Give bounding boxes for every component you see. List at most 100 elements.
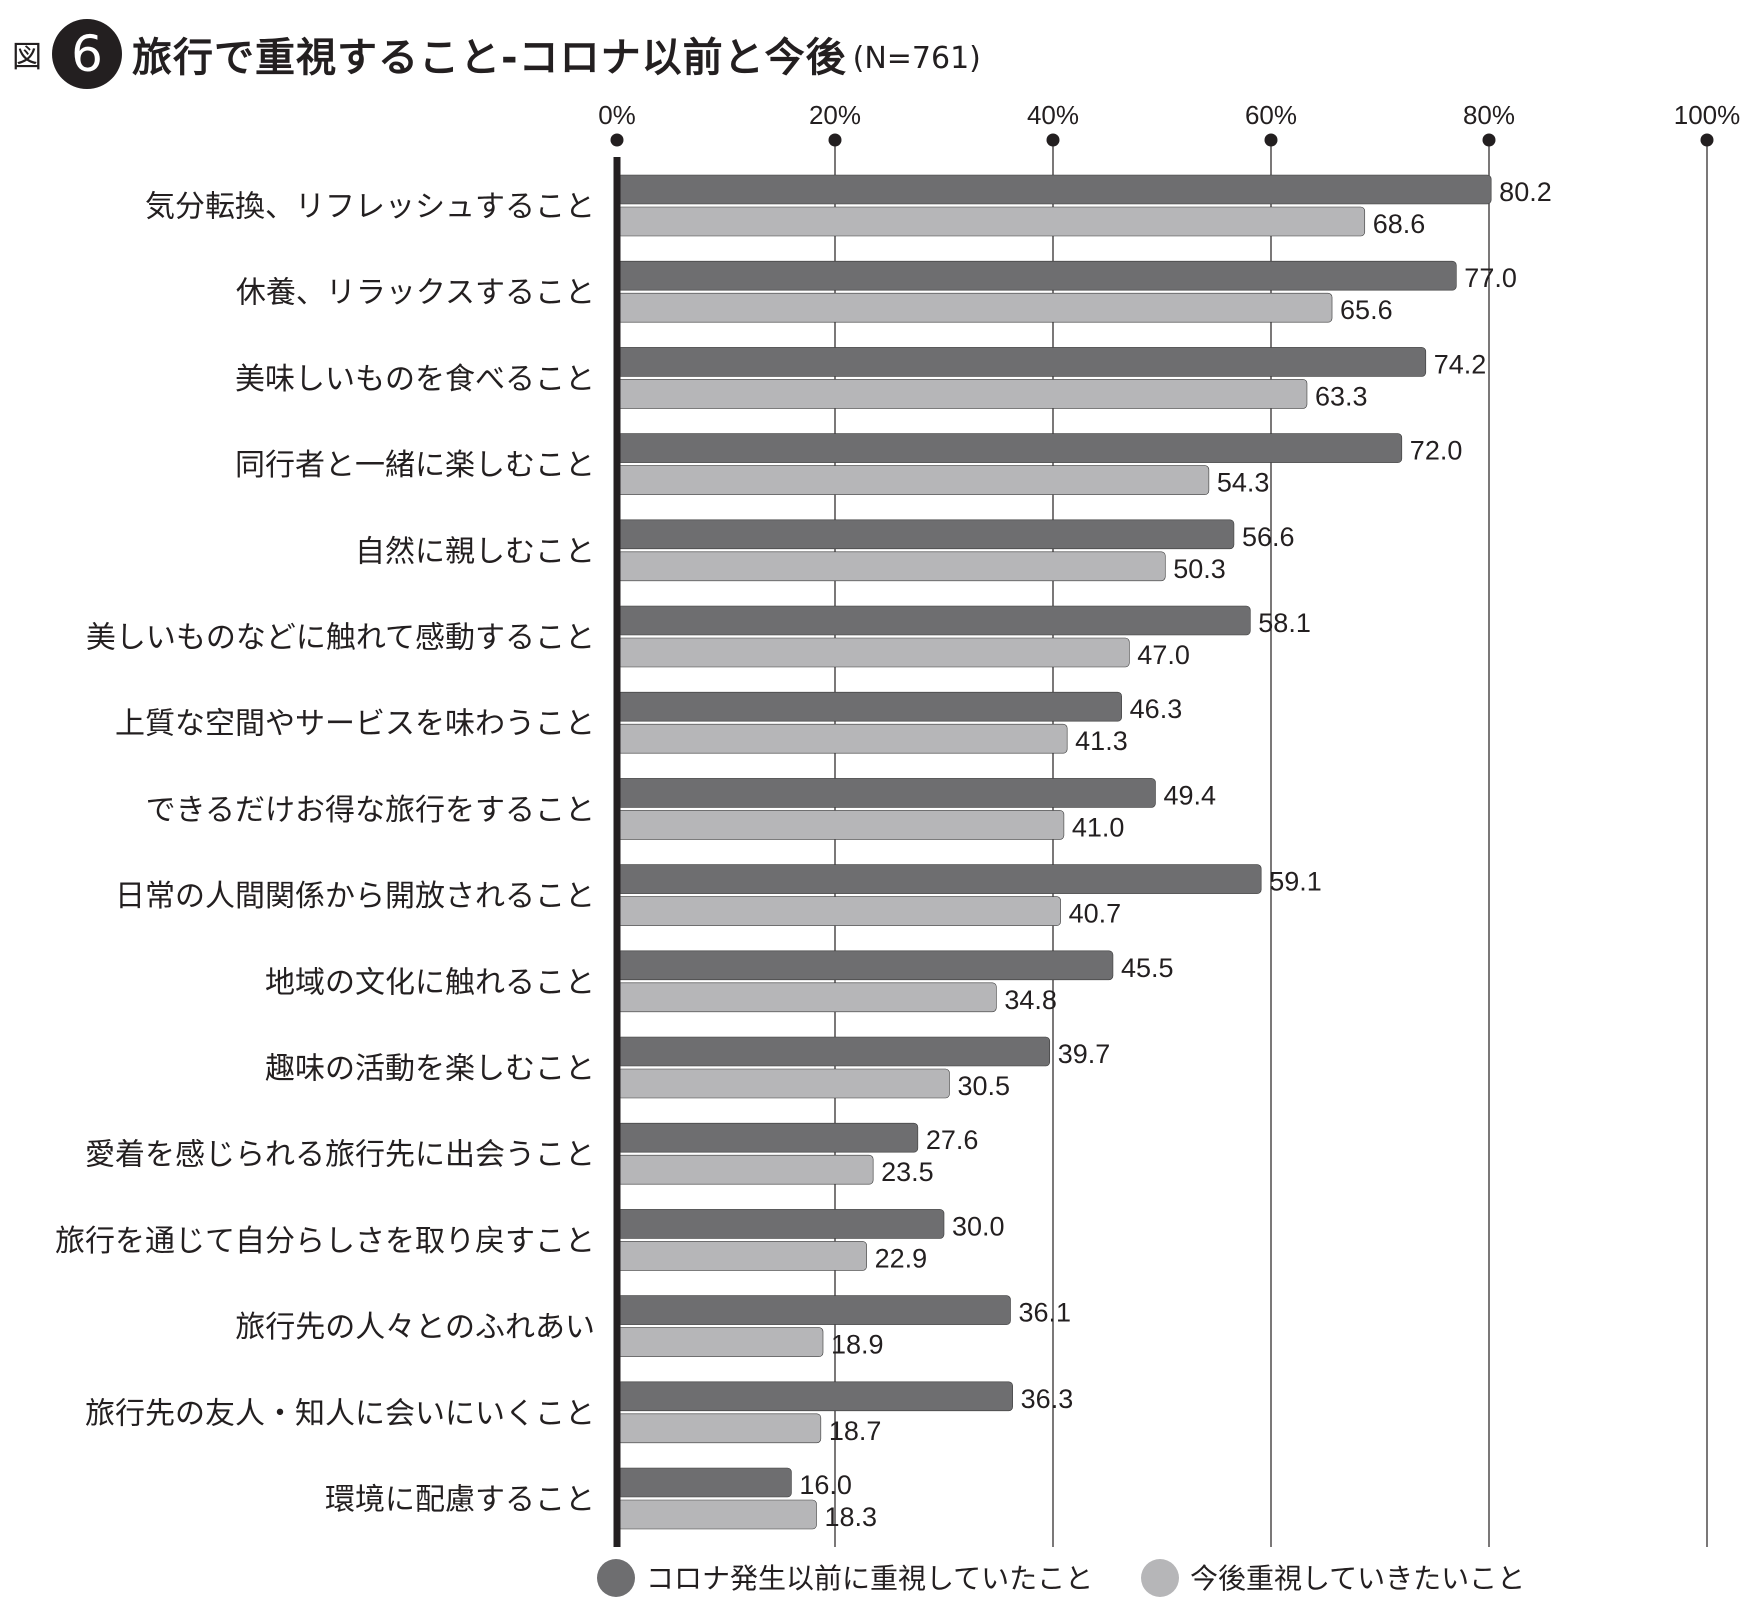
category-label: できるだけお得な旅行をすること [146,793,595,828]
bar-future [616,810,1065,840]
bar-before-corona [616,519,1235,550]
value-label: 41.0 [1072,812,1125,842]
bar-future [616,896,1061,926]
value-label: 39.7 [1058,1039,1111,1069]
category-label: 旅行先の友人・知人に会いにいくこと [85,1396,595,1431]
chart-header: 図 6 旅行で重視すること-コロナ以前と今後 (N=761) [12,18,981,90]
bar-future [616,1241,867,1271]
tick-label: 0% [598,100,636,130]
bar-before-corona [616,950,1114,981]
value-label: 30.0 [952,1211,1005,1241]
value-label: 80.2 [1499,177,1552,207]
value-label: 68.6 [1373,209,1426,239]
category-label: 旅行を通じて自分らしさを取り戻すこと [55,1224,595,1259]
bar-before-corona [616,1295,1011,1325]
tick-dot [1482,133,1496,147]
bar-before-corona [616,691,1122,722]
value-label: 65.6 [1340,295,1393,325]
figure-number-badge: 6 [52,19,122,89]
value-label: 49.4 [1163,780,1216,810]
category-label: 旅行先の人々とのふれあい [235,1310,595,1345]
bar-future [616,1154,874,1185]
bar-before-corona [616,174,1492,205]
bar-future [616,723,1068,754]
bar-future [616,379,1308,409]
tick-label: 60% [1245,100,1297,130]
legend-label: 今後重視していきたいこと [1190,1562,1525,1595]
bar-before-corona [616,778,1156,808]
category-label: 趣味の活動を楽しむこと [265,1052,595,1087]
value-label: 16.0 [799,1470,852,1500]
value-label: 23.5 [881,1157,934,1187]
legend-swatch [597,1559,635,1597]
value-label: 56.6 [1242,522,1295,552]
value-label: 18.3 [824,1502,877,1532]
category-label: 気分転換、リフレッシュすること [145,190,595,225]
legend-label: コロナ発生以前に重視していたこと [646,1562,1093,1595]
tick-dot [610,133,624,147]
category-label: 美しいものなどに触れて感動すること [86,621,595,656]
value-label: 18.9 [831,1330,884,1360]
value-label: 74.2 [1434,349,1487,379]
value-label: 36.3 [1021,1384,1074,1414]
chart-title: 旅行で重視すること-コロナ以前と今後 [132,35,847,81]
bar-before-corona [616,433,1403,463]
bar-future [616,1068,950,1099]
axis-layer: 0% 20% 40% 60% 80% 100% [598,100,1740,1547]
bar-future [616,637,1130,668]
bar-before-corona [616,260,1457,291]
value-label: 36.1 [1018,1298,1071,1328]
legend: コロナ発生以前に重視していたこと 今後重視していきたいこと [597,1559,1525,1597]
bar-layer [616,174,1492,1530]
bar-future [616,1413,822,1444]
value-label: 77.0 [1464,263,1517,293]
value-label: 41.3 [1075,726,1128,756]
bar-before-corona [616,1467,792,1498]
category-label: 地域の文化に触れること [265,965,595,1000]
bar-future [616,551,1166,582]
tick-dot [1264,133,1278,147]
figure-label: 図 [12,40,42,75]
value-label: 22.9 [875,1243,928,1273]
category-label: 休養、リラックスすること [236,276,595,311]
category-label: 環境に配慮すること [325,1483,595,1518]
chart-subtitle: (N=761) [852,40,981,76]
bar-before-corona [616,864,1262,894]
category-label: 愛着を感じられる旅行先に出会うこと [85,1138,595,1173]
value-label: 63.3 [1315,381,1368,411]
value-label: 30.5 [957,1071,1010,1101]
value-label: 34.8 [1004,985,1057,1015]
bar-before-corona [616,605,1251,636]
bar-future [616,982,997,1013]
bar-future [616,1327,824,1357]
value-label: 47.0 [1137,640,1190,670]
tick-dot [828,133,842,147]
value-label: 72.0 [1410,436,1463,466]
category-label: 自然に親しむこと [355,534,595,569]
value-label: 46.3 [1130,694,1183,724]
tick-label: 80% [1463,100,1515,130]
value-label: 59.1 [1269,867,1322,897]
category-label: 美味しいものを食べること [235,362,595,397]
value-label: 58.1 [1258,608,1311,638]
tick-dot [1046,133,1060,147]
legend-swatch [1141,1559,1179,1597]
value-label: 45.5 [1121,953,1174,983]
bar-before-corona [616,347,1427,377]
bar-before-corona [616,1122,919,1153]
tick-dot [1700,133,1714,147]
tick-label: 40% [1027,100,1079,130]
category-label: 日常の人間関係から開放されること [115,879,595,914]
bar-before-corona [616,1036,1051,1067]
bar-future [616,465,1210,495]
value-label: 54.3 [1217,468,1270,498]
value-label: 50.3 [1173,554,1226,584]
tick-label: 100% [1674,100,1741,130]
bar-before-corona [616,1381,1013,1412]
bar-future [616,1499,817,1530]
bar-future [616,206,1366,237]
value-label: 27.6 [926,1125,979,1155]
bar-before-corona [616,1209,945,1239]
value-label: 18.7 [829,1416,882,1446]
